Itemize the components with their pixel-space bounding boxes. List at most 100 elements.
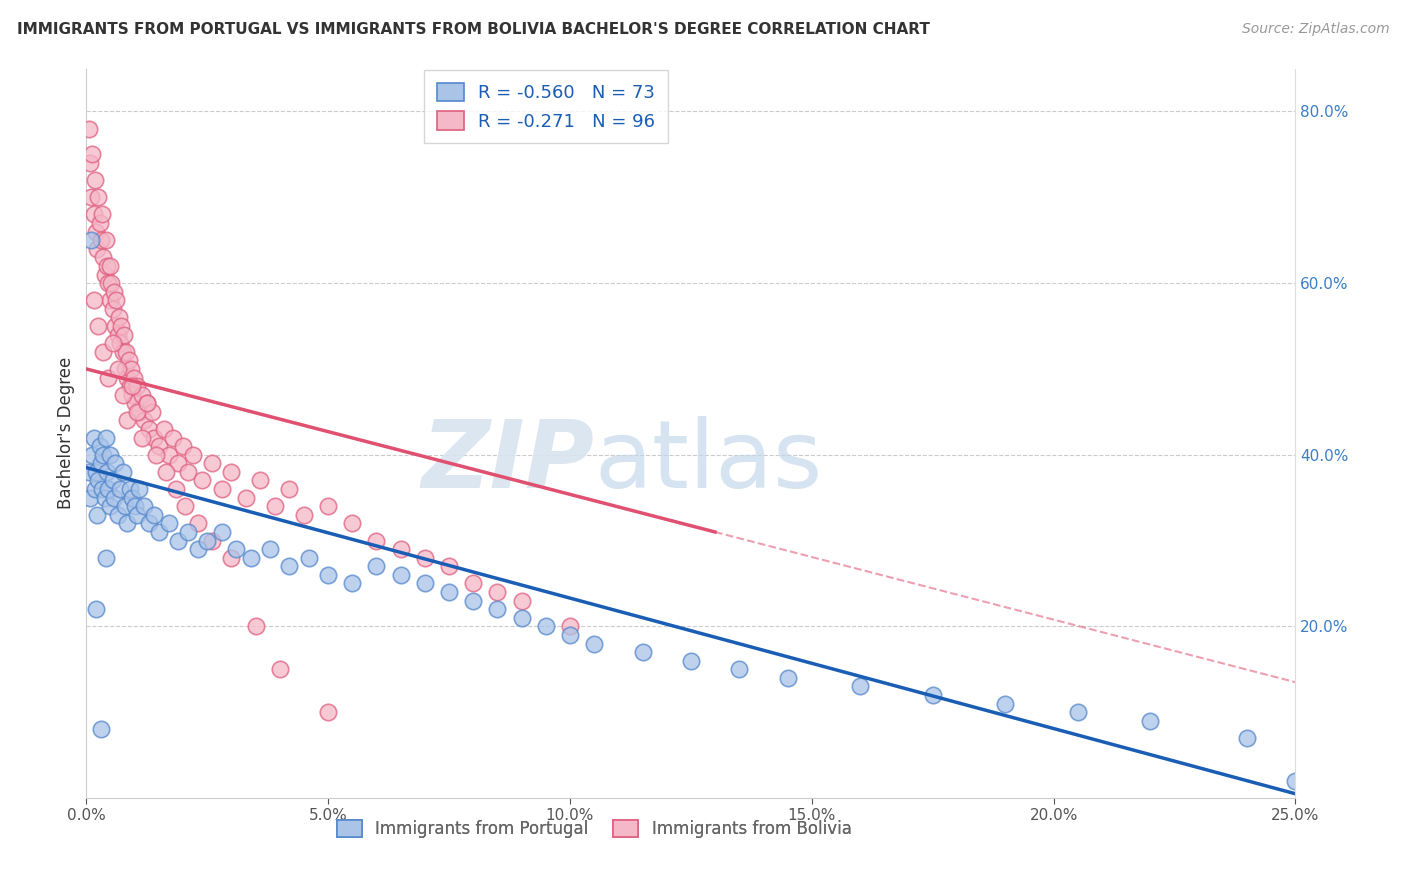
Point	[191, 474, 214, 488]
Point	[486, 585, 509, 599]
Point	[165, 482, 187, 496]
Point	[82, 147, 104, 161]
Point	[87, 190, 110, 204]
Point	[201, 456, 224, 470]
Point	[316, 568, 339, 582]
Point	[186, 516, 208, 531]
Point	[157, 516, 180, 531]
Point	[125, 379, 148, 393]
Point	[93, 491, 115, 505]
Point	[1236, 731, 1258, 745]
Point	[135, 396, 157, 410]
Point	[994, 697, 1017, 711]
Point	[134, 413, 156, 427]
Point	[108, 310, 131, 325]
Point	[118, 353, 141, 368]
Point	[155, 465, 177, 479]
Point	[389, 542, 412, 557]
Point	[125, 508, 148, 522]
Point	[107, 362, 129, 376]
Point	[90, 723, 112, 737]
Point	[77, 121, 100, 136]
Point	[122, 370, 145, 384]
Point	[849, 680, 872, 694]
Point	[131, 387, 153, 401]
Text: atlas: atlas	[595, 417, 823, 508]
Point	[84, 465, 107, 479]
Point	[108, 482, 131, 496]
Point	[631, 645, 654, 659]
Point	[83, 207, 105, 221]
Point	[112, 327, 135, 342]
Point	[141, 405, 163, 419]
Point	[1067, 705, 1090, 719]
Point	[100, 448, 122, 462]
Point	[259, 542, 281, 557]
Point	[145, 448, 167, 462]
Point	[1284, 773, 1306, 788]
Point	[83, 293, 105, 308]
Point	[921, 688, 943, 702]
Point	[89, 439, 111, 453]
Point	[84, 482, 107, 496]
Point	[1139, 714, 1161, 728]
Point	[96, 465, 118, 479]
Point	[366, 559, 388, 574]
Point	[90, 456, 112, 470]
Point	[128, 482, 150, 496]
Point	[534, 619, 557, 633]
Point	[679, 654, 702, 668]
Point	[235, 491, 257, 505]
Point	[138, 422, 160, 436]
Point	[162, 431, 184, 445]
Point	[105, 293, 128, 308]
Point	[143, 431, 166, 445]
Point	[84, 225, 107, 239]
Point	[316, 705, 339, 719]
Point	[114, 362, 136, 376]
Point	[157, 448, 180, 462]
Point	[97, 276, 120, 290]
Point	[79, 156, 101, 170]
Point	[101, 301, 124, 316]
Point	[211, 482, 233, 496]
Point	[211, 524, 233, 539]
Text: ZIP: ZIP	[422, 417, 595, 508]
Point	[167, 533, 190, 548]
Point	[111, 465, 134, 479]
Point	[776, 671, 799, 685]
Y-axis label: Bachelor's Degree: Bachelor's Degree	[58, 357, 75, 509]
Point	[82, 448, 104, 462]
Point	[120, 362, 142, 376]
Legend: Immigrants from Portugal, Immigrants from Bolivia: Immigrants from Portugal, Immigrants fro…	[330, 813, 858, 845]
Point	[115, 344, 138, 359]
Point	[101, 336, 124, 351]
Point	[298, 550, 321, 565]
Point	[87, 474, 110, 488]
Point	[94, 550, 117, 565]
Point	[79, 491, 101, 505]
Point	[87, 318, 110, 333]
Point	[103, 491, 125, 505]
Point	[77, 465, 100, 479]
Point	[177, 465, 200, 479]
Point	[225, 542, 247, 557]
Point	[342, 516, 364, 531]
Point	[558, 619, 581, 633]
Point	[111, 344, 134, 359]
Point	[138, 516, 160, 531]
Point	[172, 439, 194, 453]
Point	[181, 448, 204, 462]
Point	[413, 576, 436, 591]
Point	[80, 190, 103, 204]
Point	[583, 636, 606, 650]
Point	[98, 293, 121, 308]
Point	[221, 465, 243, 479]
Point	[86, 242, 108, 256]
Point	[121, 379, 143, 393]
Point	[104, 456, 127, 470]
Point	[292, 508, 315, 522]
Point	[366, 533, 388, 548]
Point	[114, 500, 136, 514]
Point	[437, 559, 460, 574]
